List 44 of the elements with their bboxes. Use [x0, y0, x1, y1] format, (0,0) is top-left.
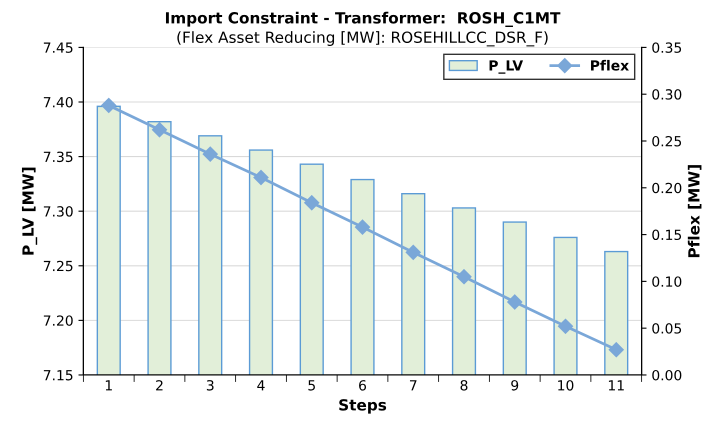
x-tick-label: 3	[206, 380, 214, 391]
y-tick-label: 7.45	[44, 42, 72, 53]
y-tick-label: 7.40	[44, 96, 73, 108]
y-tick-label: 7.15	[44, 370, 72, 380]
point	[101, 98, 116, 114]
point	[152, 122, 168, 138]
y2-tick-label: 0.15	[652, 230, 682, 240]
x-tick-label: 1	[106, 380, 112, 390]
y2-tick-label: 0.35	[652, 42, 682, 53]
point	[354, 220, 370, 235]
point	[608, 342, 624, 358]
point	[304, 195, 320, 210]
y2-tick-label: 0.00	[652, 370, 682, 380]
y2-tick-label: 0.30	[652, 89, 682, 100]
x-tick-label: 5	[308, 380, 315, 391]
legend-label: P_LV	[490, 60, 524, 74]
point	[406, 244, 421, 260]
y-tick-label: 7.20	[44, 315, 73, 326]
x-tick-label: 2	[156, 380, 163, 390]
y2-axis-title: Pflex [MW]	[688, 165, 702, 258]
point	[202, 146, 218, 162]
y2-tick-label: 0.10	[652, 276, 682, 287]
x-tick-label: 9	[511, 380, 518, 391]
x-tick-label: 8	[460, 380, 468, 391]
x-tick-label: 6	[359, 380, 366, 391]
point	[456, 269, 472, 284]
x-tick-label: 4	[257, 380, 265, 390]
y2-tick-label: 0.05	[652, 323, 682, 334]
point	[558, 318, 574, 334]
x-axis-title: Steps	[339, 399, 386, 414]
chart-subtitle: (Flex Asset Reducing [MW]: ROSEHILLCC_DSR_F)	[177, 31, 548, 46]
legend-label: Pflex	[591, 60, 629, 71]
y-axis-title: P_LV [MW]	[22, 168, 38, 255]
point	[253, 170, 269, 186]
y-tick-label: 7.30	[44, 206, 73, 217]
y2-tick-label: 0.25	[652, 136, 682, 146]
x-tick-label: 11	[608, 380, 624, 390]
x-tick-label: 10	[558, 380, 574, 391]
y-tick-label: 7.25	[44, 260, 72, 272]
point	[507, 294, 522, 310]
x-tick-label: 7	[410, 380, 416, 390]
y-tick-label: 7.35	[44, 152, 72, 162]
chart-title: Import Constraint - Transformer: ROSH_C1MT	[166, 12, 560, 27]
y2-tick-label: 0.20	[652, 182, 682, 194]
